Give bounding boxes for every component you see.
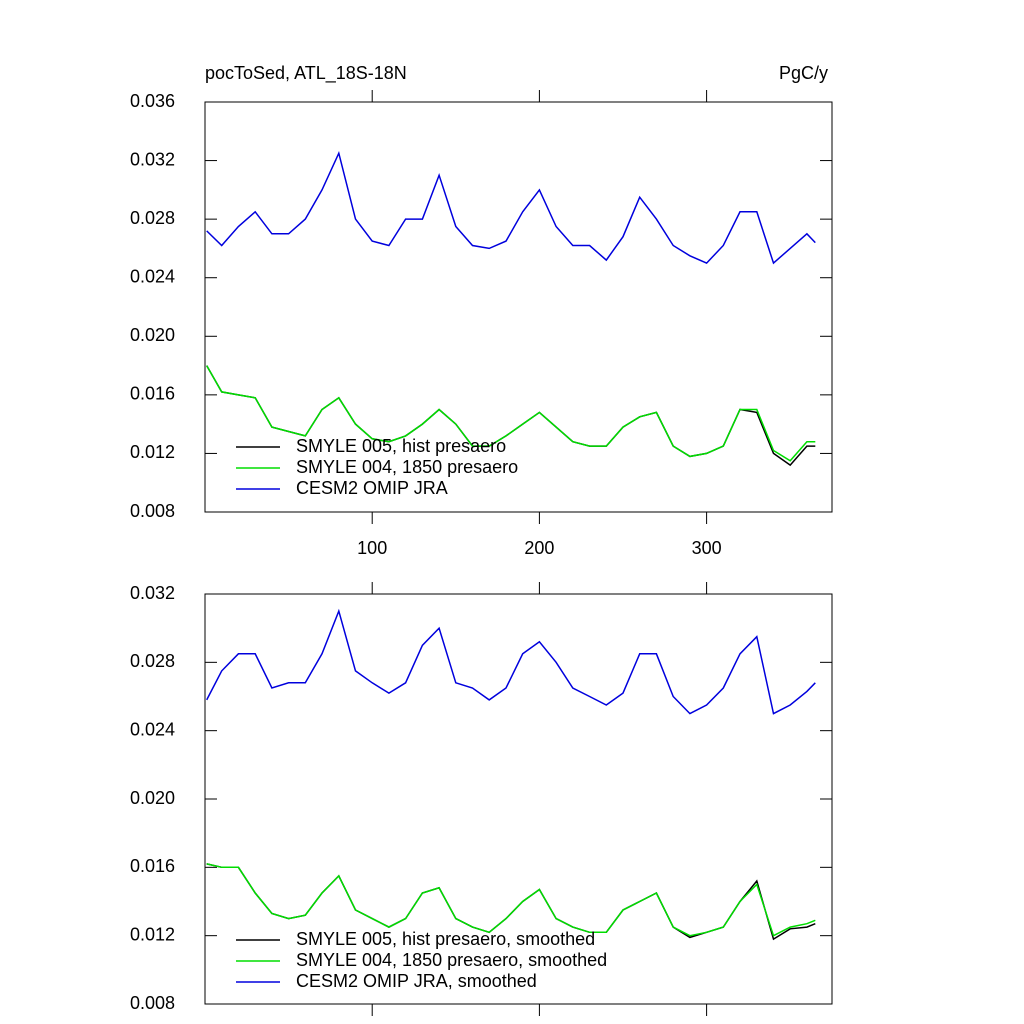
legend-label: CESM2 OMIP JRA, smoothed [296,971,537,991]
series-line [206,608,816,715]
x-tick-label: 200 [524,538,554,558]
y-tick-label: 0.036 [130,91,175,111]
y-tick-label: 0.012 [130,924,175,944]
series-line [206,365,816,462]
x-tick-label: 100 [357,538,387,558]
y-tick-label: 0.024 [130,266,175,286]
legend-label: CESM2 OMIP JRA [296,478,448,498]
y-tick-label: 0.008 [130,501,175,521]
y-tick-label: 0.028 [130,208,175,228]
y-tick-label: 0.020 [130,325,175,345]
chart-title: pocToSed, ATL_18S-18N [205,63,407,84]
y-tick-label: 0.008 [130,993,175,1013]
series-line [206,150,816,265]
legend-label: SMYLE 005, hist presaero [296,436,506,456]
legend-label: SMYLE 004, 1850 presaero, smoothed [296,950,607,970]
legend-label: SMYLE 004, 1850 presaero [296,457,518,477]
plot-frame [204,101,833,513]
y-tick-label: 0.012 [130,442,175,462]
y-tick-label: 0.020 [130,788,175,808]
y-tick-label: 0.028 [130,651,175,671]
y-tick-label: 0.024 [130,719,175,739]
x-tick-label: 300 [692,538,722,558]
y-tick-label: 0.016 [130,384,175,404]
units-label: PgC/y [779,63,828,83]
y-tick-label: 0.032 [130,149,175,169]
y-tick-label: 0.032 [130,583,175,603]
y-tick-label: 0.016 [130,856,175,876]
series-line [206,863,816,937]
legend-label: SMYLE 005, hist presaero, smoothed [296,929,595,949]
